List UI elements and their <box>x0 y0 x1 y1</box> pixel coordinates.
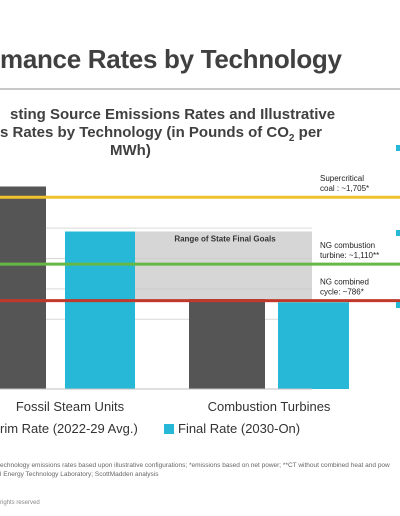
footnote-line1: echnology emissions rates based upon ill… <box>0 462 390 469</box>
chart-legend: rim Rate (2022-29 Avg.) Final Rate (2030… <box>0 421 400 441</box>
right-edge-bullet-3 <box>396 302 400 308</box>
title-divider <box>0 88 400 90</box>
legend-item-final: Final Rate (2030-On) <box>164 421 300 436</box>
emissions-chart: Range of State Final GoalsSupercriticalc… <box>0 174 400 414</box>
slide-title: mance Rates by Technology <box>0 44 342 74</box>
chart-title-line2-text: s Rates by Technology (in Pounds of CO <box>0 124 289 141</box>
ng-combined-cycle-line-label-1: NG combined <box>320 278 369 287</box>
state-goals-band-label: Range of State Final Goals <box>174 235 276 244</box>
bar-final-fossil-steam <box>65 231 135 389</box>
chart-title-line1: sting Source Emissions Rates and Illustr… <box>10 106 336 123</box>
chart-title-line3: MWh) <box>110 142 151 159</box>
supercritical-coal-line-label-2: coal : ~1,705* <box>320 184 369 193</box>
right-edge-bullet-1 <box>396 145 400 151</box>
state-goals-band <box>128 231 312 303</box>
legend-interim-label: rim Rate (2022-29 Avg.) <box>0 421 138 436</box>
x-tick-label-0: Fossil Steam Units <box>16 399 125 414</box>
legend-final-label: Final Rate (2030-On) <box>178 421 301 436</box>
bar-interim-fossil-steam <box>0 186 46 389</box>
right-edge-bullet-2 <box>396 230 400 236</box>
bar-interim-combustion-turbines <box>189 299 265 389</box>
legend-final-swatch <box>164 424 174 434</box>
supercritical-coal-line-label-1: Supercritical <box>320 174 364 183</box>
ng-combustion-turbine-line-label-1: NG combustion <box>320 241 375 250</box>
ng-combustion-turbine-line-label-2: turbine: ~1,110** <box>320 251 379 260</box>
chart-title: sting Source Emissions Rates and Illustr… <box>0 106 400 166</box>
copyright-text: rights reserved <box>0 500 40 506</box>
x-tick-label-1: Combustion Turbines <box>208 399 331 414</box>
chart-title-line2: s Rates by Technology (in Pounds of CO2 … <box>0 124 322 147</box>
chart-title-subscript: 2 <box>288 133 295 144</box>
bar-final-combustion-turbines <box>278 302 349 389</box>
legend-item-interim: rim Rate (2022-29 Avg.) <box>0 421 138 436</box>
ng-combined-cycle-line-label-2: cycle: ~786* <box>320 288 364 297</box>
chart-title-line2-end: per <box>294 124 322 141</box>
footnote-line2: l Energy Technology Laboratory; ScottMad… <box>0 471 159 478</box>
